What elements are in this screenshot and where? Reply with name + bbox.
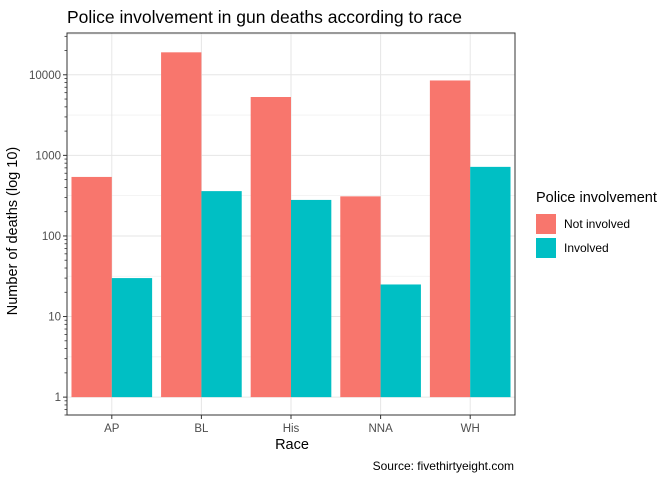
bar-ap-involved (111, 278, 153, 398)
legend-title: Police involvement (536, 190, 657, 206)
bar-nna-involved (380, 284, 421, 398)
bar-bl-not-involved (161, 52, 202, 398)
bar-nna-not-involved (340, 196, 381, 398)
y-axis-title: Number of deaths (log 10) (5, 146, 21, 316)
bar-his-involved (291, 199, 332, 398)
y-tick-label: 10 (48, 312, 61, 324)
legend-item-not-involved: Not involved (536, 212, 657, 236)
bar-his-not-involved (250, 97, 291, 398)
bar-ap-not-involved (71, 176, 112, 398)
legend-label-not-involved: Not involved (564, 217, 631, 231)
x-tick-label: BL (194, 423, 209, 435)
legend-key-involved (536, 238, 556, 258)
source-caption: Source: fivethirtyeight.com (372, 459, 514, 473)
y-tick-label: 1 (55, 392, 61, 404)
y-tick-label: 1000 (35, 150, 61, 162)
bar-wh-not-involved (429, 80, 471, 398)
legend: Police involvement Not involved Involved (536, 190, 657, 260)
bar-wh-involved (470, 166, 511, 398)
legend-item-involved: Involved (536, 236, 657, 260)
legend-label-involved: Involved (564, 241, 609, 255)
bar-bl-involved (201, 191, 242, 398)
x-tick-label: WH (461, 423, 480, 435)
chart-title: Police involvement in gun deaths accordi… (67, 7, 462, 27)
y-tick-label: 100 (42, 231, 61, 243)
y-axis: 1 10 100 1000 10000 (29, 35, 67, 416)
x-tick-label: His (283, 423, 300, 435)
legend-key-not-involved (536, 214, 556, 234)
x-tick-label: NNA (368, 423, 393, 435)
y-tick-label: 10000 (29, 70, 61, 82)
x-axis: AP BL His NNA WH (104, 415, 480, 435)
bars (71, 52, 511, 398)
x-tick-label: AP (104, 423, 120, 435)
x-axis-title: Race (275, 437, 309, 453)
